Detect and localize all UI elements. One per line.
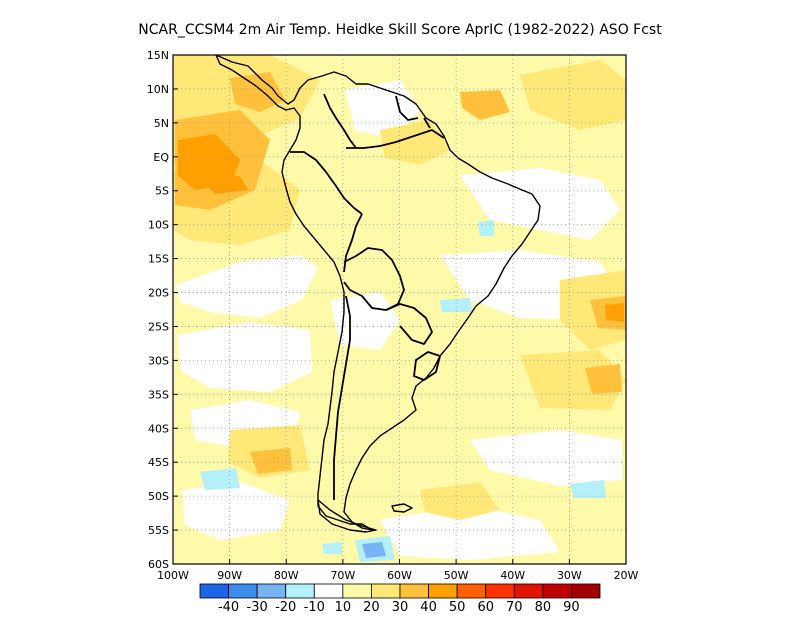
colorbar-swatch xyxy=(313,583,344,599)
gridlines xyxy=(173,55,626,564)
skill-region-20-30-5 xyxy=(520,350,626,410)
skill-region-white-5 xyxy=(470,430,622,486)
colorbar: -40 -30 -20 -10 10 20 30 40 50 60 70 80 90 xyxy=(199,583,601,615)
colorbar-swatch xyxy=(456,583,487,599)
skill-region-40-50-2 xyxy=(200,176,248,194)
colorbar-swatch xyxy=(542,583,572,599)
lat-tick-label: 20S xyxy=(148,287,169,300)
border-guianas xyxy=(395,95,431,129)
latitude-labels: 15N 10N 5N EQ 5S 10S 15S 20S 25S 30S 35S 40S 45S 50S 5… xyxy=(147,49,178,571)
lat-tick-label: 25S xyxy=(148,320,169,333)
lon-tick-label: 40W xyxy=(500,569,525,582)
colorbar-swatch xyxy=(342,583,372,599)
colorbar-swatch xyxy=(371,583,401,599)
colorbar-swatch xyxy=(199,583,229,599)
colorbar-swatch xyxy=(399,583,429,599)
tierra-del-fuego-coastline xyxy=(317,499,377,533)
skill-region-neg10-3 xyxy=(440,298,472,312)
colorbar-swatch xyxy=(571,583,601,599)
country-borders xyxy=(290,93,445,500)
lat-tick-label: 5S xyxy=(155,185,169,198)
lon-tick-label: 20W xyxy=(614,569,639,582)
colorbar-swatch xyxy=(428,583,458,599)
skill-region-neg10-4 xyxy=(478,220,494,236)
longitude-labels: 100W 90W 80W 70W 60W 50W 40W 30W 20W xyxy=(157,559,639,582)
lat-tick-label: 60S xyxy=(148,558,169,571)
skill-region-30-40-2 xyxy=(230,72,285,112)
skill-region-neg10-6 xyxy=(322,542,342,554)
colorbar-label: 30 xyxy=(392,600,409,615)
colorbar-label: 70 xyxy=(506,600,523,615)
border-colombia-venezuela xyxy=(323,93,357,149)
skill-region-white-1 xyxy=(176,255,318,318)
lon-tick-label: 70W xyxy=(330,569,355,582)
colorbar-swatch xyxy=(485,583,515,599)
lat-tick-label: 30S xyxy=(148,354,169,367)
skill-region-40-50-3 xyxy=(605,303,624,322)
colorbar-label: 20 xyxy=(363,600,380,615)
skill-region-white-2 xyxy=(178,322,312,392)
map-title: NCAR_CCSM4 2m Air Temp. Heidke Skill Sco… xyxy=(138,22,662,38)
coastline xyxy=(215,54,541,533)
colorbar-swatch xyxy=(256,583,287,599)
skill-region-20-30-3 xyxy=(520,60,626,130)
lat-tick-label: 10S xyxy=(148,219,169,232)
border-argentina-chile xyxy=(333,295,351,500)
lon-tick-label: 60W xyxy=(387,569,412,582)
colorbar-swatch xyxy=(513,583,544,599)
lat-tick-label: 5N xyxy=(154,117,169,130)
lon-tick-label: 50W xyxy=(444,569,469,582)
colorbar-label: 50 xyxy=(449,600,466,615)
map-panel: 15N 10N 5N EQ 5S 10S 15S 20S 25S 30S 35S 40S 45S 50S 5… xyxy=(147,49,639,582)
lat-tick-label: 55S xyxy=(148,524,169,537)
lon-tick-label: 100W xyxy=(157,569,189,582)
lat-tick-label: 45S xyxy=(148,456,169,469)
border-bolivia xyxy=(343,247,405,311)
skill-region-30-40-6 xyxy=(250,448,292,474)
skill-region-20-30-8 xyxy=(420,482,500,520)
skill-field xyxy=(173,55,626,562)
colorbar-boxes xyxy=(199,583,601,599)
colorbar-label: 80 xyxy=(535,600,552,615)
colorbar-label: 40 xyxy=(420,600,437,615)
lat-tick-label: 35S xyxy=(148,388,169,401)
border-uruguay xyxy=(413,351,441,381)
colorbar-label: 90 xyxy=(563,600,580,615)
south-america-coastline xyxy=(215,54,541,531)
skill-region-neg10-2 xyxy=(200,468,240,490)
lon-tick-label: 80W xyxy=(274,569,299,582)
skill-region-40-50-1 xyxy=(178,134,240,190)
skill-region-30-40-3 xyxy=(460,90,510,120)
colorbar-labels: -40 -30 -20 -10 10 20 30 40 50 60 70 80 90 xyxy=(218,600,580,615)
skill-region-white-3 xyxy=(460,168,620,240)
skill-region-white-6 xyxy=(380,505,560,560)
lat-tick-label: 15S xyxy=(148,253,169,266)
colorbar-swatch xyxy=(228,583,258,599)
border-paraguay xyxy=(385,303,433,345)
colorbar-label: 60 xyxy=(477,600,494,615)
colorbar-swatch xyxy=(285,583,315,599)
lon-tick-label: 30W xyxy=(557,569,582,582)
lon-tick-label: 90W xyxy=(217,569,242,582)
lat-tick-label: 15N xyxy=(147,49,169,62)
colorbar-label: -40 xyxy=(218,600,239,615)
colorbar-label: 10 xyxy=(335,600,352,615)
colorbar-label: -10 xyxy=(304,600,325,615)
lat-tick-label: 10N xyxy=(147,83,169,96)
border-colombia-ecuador-peru xyxy=(290,151,363,215)
skill-region-neg20-1 xyxy=(362,542,386,558)
border-venezuela-brazil xyxy=(346,129,445,149)
skill-region-neg10-5 xyxy=(570,480,606,498)
lat-tick-label: 40S xyxy=(148,422,169,435)
skill-region-30-40-5 xyxy=(585,364,622,394)
falkland-islands-coastline xyxy=(391,503,413,513)
lat-tick-label: 50S xyxy=(148,490,169,503)
colorbar-label: -20 xyxy=(275,600,296,615)
lat-tick-label: EQ xyxy=(153,151,169,164)
colorbar-label: -30 xyxy=(247,600,268,615)
